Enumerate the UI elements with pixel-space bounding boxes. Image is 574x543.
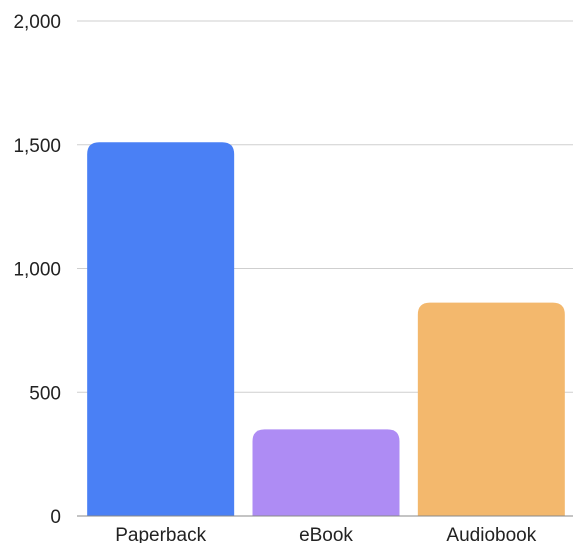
y-tick-label: 2,000 xyxy=(13,12,61,33)
bar-ebook xyxy=(252,429,400,516)
bar-paperback xyxy=(87,142,235,516)
x-category-label: Paperback xyxy=(115,525,206,543)
bar-audiobook xyxy=(417,302,565,516)
y-tick-label: 500 xyxy=(29,383,61,404)
bars xyxy=(77,142,573,517)
y-tick-label: 1,500 xyxy=(13,136,61,157)
x-axis-category-labels: Paperback eBook Audiobook xyxy=(115,525,536,543)
x-category-label: eBook xyxy=(299,525,353,543)
y-tick-label: 1,000 xyxy=(13,260,61,281)
x-category-label: Audiobook xyxy=(446,525,536,543)
y-axis-tick-labels: 0 500 1,000 1,500 2,000 xyxy=(13,12,61,528)
y-tick-label: 0 xyxy=(50,507,61,528)
